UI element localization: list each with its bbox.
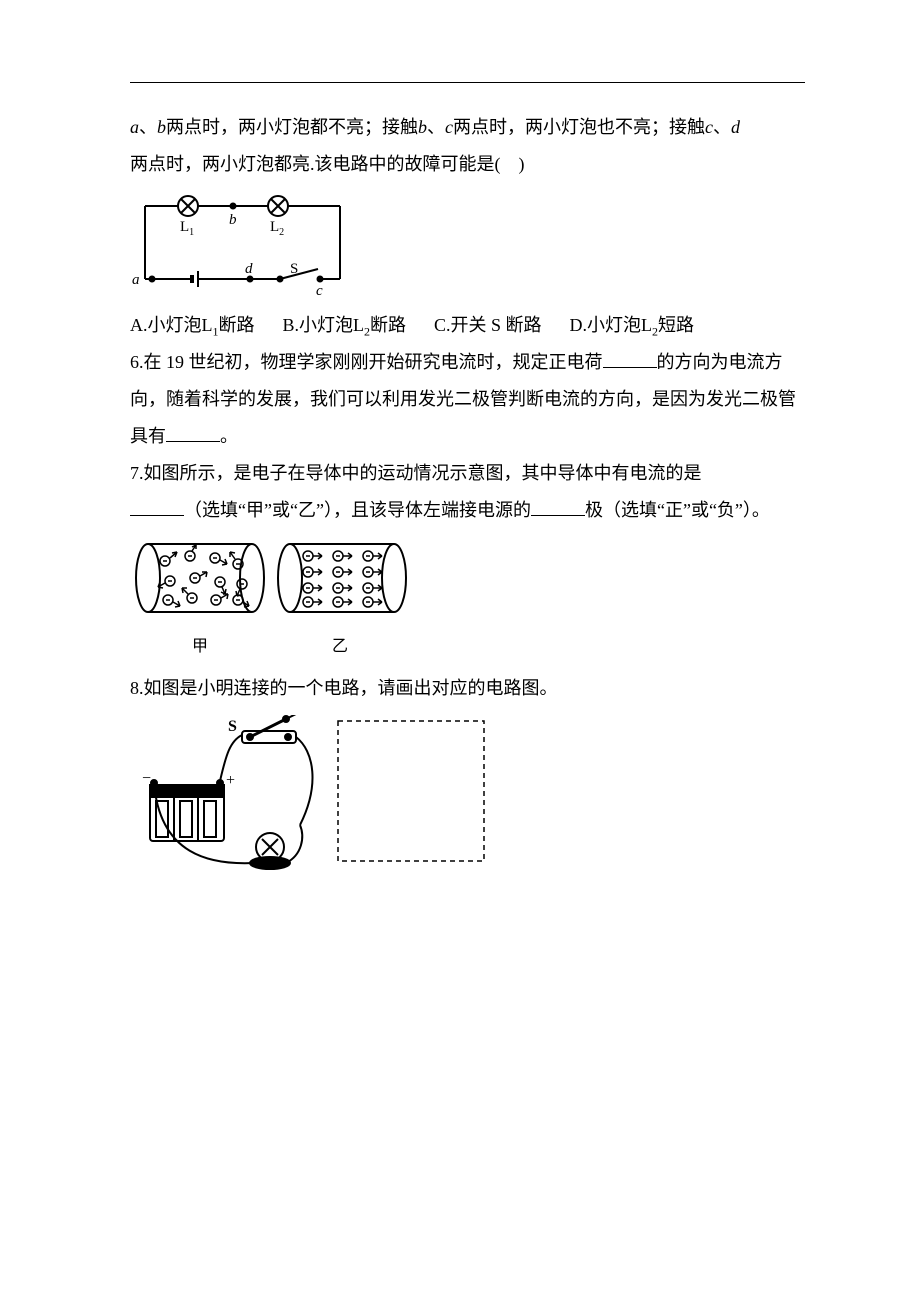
var-b: b	[157, 117, 166, 137]
q7-blank-1	[130, 497, 184, 516]
var-c2: c	[705, 117, 713, 137]
q5-line2: 两点时，两小灯泡都亮.该电路中的故障可能是( )	[130, 154, 525, 174]
label-L1: L1	[180, 219, 194, 238]
q5-circuit-figure: L1 L2 b a d S c	[130, 191, 805, 301]
var-a: a	[130, 117, 139, 137]
label-S: S	[290, 261, 298, 277]
q7-figure-labels: 甲 乙	[130, 631, 410, 664]
answer-box	[338, 721, 484, 861]
q7-text: 7.如图所示，是电子在导体中的运动情况示意图，其中导体中有电流的是 （选填“甲”…	[130, 455, 805, 529]
var-d: d	[731, 117, 740, 137]
label-L2: L2	[270, 219, 284, 238]
battery-minus: −	[142, 770, 151, 787]
q6-text: 6.在 19 世纪初，物理学家刚刚开始研究电流时，规定正电荷的方向为电流方向，随…	[130, 344, 805, 455]
label-c: c	[316, 283, 323, 299]
q7-figure: 甲 乙	[130, 536, 805, 664]
q6-blank-2	[166, 423, 220, 442]
label-a: a	[132, 272, 140, 288]
q7-blank-2	[531, 497, 585, 516]
q8-figure: − + S	[130, 715, 805, 875]
document-page: a、b两点时，两小灯泡都不亮；接触b、c两点时，两小灯泡也不亮；接触c、d 两点…	[0, 0, 920, 1302]
q5-options: A.小灯泡L1断路 B.小灯泡L2断路 C.开关 S 断路 D.小灯泡L2短路	[130, 307, 805, 344]
var-b2: b	[418, 117, 427, 137]
q7-label-right: 乙	[270, 631, 410, 664]
q8-text: 8.如图是小明连接的一个电路，请画出对应的电路图。	[130, 670, 805, 707]
q7-line1: 7.如图所示，是电子在导体中的运动情况示意图，其中导体中有电流的是	[130, 463, 702, 483]
var-c: c	[445, 117, 453, 137]
q5-text: a、b两点时，两小灯泡都不亮；接触b、c两点时，两小灯泡也不亮；接触c、d 两点…	[130, 109, 805, 183]
q5-option-d: D.小灯泡L2短路	[570, 307, 695, 344]
q5-option-b: B.小灯泡L2断路	[283, 307, 407, 344]
q5-line1: a、b两点时，两小灯泡都不亮；接触b、c两点时，两小灯泡也不亮；接触c、d	[130, 117, 740, 137]
q7-label-left: 甲	[130, 631, 270, 664]
header-rule	[130, 82, 805, 83]
q5-option-a: A.小灯泡L1断路	[130, 307, 255, 344]
label-d: d	[245, 261, 253, 277]
q6-blank-1	[603, 349, 657, 368]
battery-plus: +	[226, 772, 235, 789]
label-b: b	[229, 212, 237, 228]
switch-label: S	[228, 718, 237, 735]
q5-option-c: C.开关 S 断路	[434, 307, 542, 344]
